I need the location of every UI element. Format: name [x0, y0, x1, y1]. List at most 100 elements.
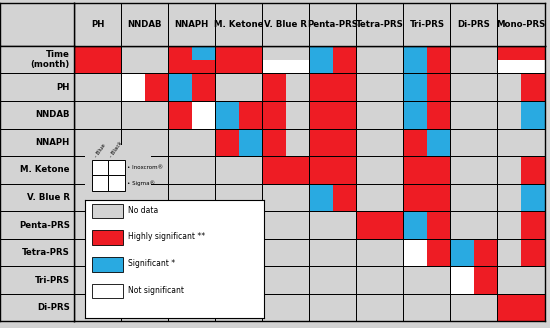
Bar	[521, 46, 544, 60]
Bar	[121, 73, 168, 101]
Bar	[404, 156, 427, 170]
Bar	[74, 239, 98, 253]
Bar	[216, 197, 239, 211]
Bar	[474, 115, 498, 129]
Bar	[380, 197, 404, 211]
Bar	[168, 211, 192, 225]
Bar	[498, 184, 521, 197]
Bar	[309, 156, 333, 170]
Bar	[216, 129, 239, 142]
Bar	[474, 308, 498, 321]
Bar	[192, 294, 215, 308]
Bar	[498, 73, 521, 87]
Bar	[498, 156, 521, 170]
Bar	[404, 115, 427, 129]
Bar	[333, 60, 356, 73]
Text: NNDAB: NNDAB	[128, 20, 162, 29]
Bar	[286, 142, 309, 156]
Bar	[262, 197, 286, 211]
Bar	[474, 239, 498, 253]
Bar	[498, 142, 521, 156]
Bar	[74, 73, 121, 101]
Bar	[474, 87, 498, 101]
Bar	[450, 253, 474, 266]
Bar	[98, 184, 121, 197]
Bar	[239, 101, 262, 115]
Bar	[192, 266, 215, 280]
Bar	[356, 156, 380, 170]
Bar	[498, 239, 521, 253]
Bar	[380, 266, 404, 280]
Bar	[192, 197, 215, 211]
Bar	[74, 294, 98, 308]
Bar	[450, 73, 474, 87]
Bar	[239, 294, 262, 308]
Bar	[121, 3, 168, 46]
Bar	[92, 160, 108, 175]
Bar	[286, 115, 309, 129]
Text: Highly significant **: Highly significant **	[128, 232, 205, 241]
Bar	[450, 156, 498, 184]
Bar	[262, 115, 286, 129]
Bar	[498, 294, 521, 308]
Bar	[427, 225, 450, 239]
Bar	[521, 280, 544, 294]
Bar	[309, 184, 356, 211]
Bar	[239, 197, 262, 211]
Bar	[108, 160, 125, 175]
Bar	[498, 211, 544, 239]
Bar	[356, 156, 404, 184]
Bar	[168, 225, 192, 239]
Bar	[309, 73, 356, 101]
Bar	[216, 101, 239, 115]
Bar	[333, 239, 356, 253]
Bar	[498, 211, 521, 225]
Bar	[216, 294, 262, 321]
Bar	[380, 225, 404, 239]
Bar	[333, 73, 356, 87]
Bar	[404, 60, 427, 73]
Bar	[216, 211, 262, 239]
Bar	[74, 308, 98, 321]
Text: Tetra-PRS: Tetra-PRS	[22, 248, 70, 257]
Bar	[380, 156, 404, 170]
Bar	[380, 115, 404, 129]
Bar	[216, 294, 239, 308]
Bar	[168, 46, 216, 73]
Bar	[262, 46, 309, 73]
Text: NNAPH: NNAPH	[175, 20, 209, 29]
Bar	[498, 156, 544, 184]
Bar	[239, 225, 262, 239]
Bar	[450, 101, 498, 129]
Bar	[262, 239, 309, 266]
Text: Tri-PRS: Tri-PRS	[35, 276, 70, 285]
Bar	[98, 225, 121, 239]
Bar	[121, 156, 168, 184]
Bar	[309, 239, 333, 253]
Bar	[521, 73, 544, 87]
Bar	[145, 239, 168, 253]
Bar	[216, 266, 239, 280]
Bar	[333, 197, 356, 211]
Bar	[498, 60, 521, 73]
Bar	[380, 253, 404, 266]
Bar	[356, 170, 380, 184]
Text: Significant *: Significant *	[128, 259, 175, 268]
Bar	[239, 156, 262, 170]
Bar	[286, 197, 309, 211]
Bar	[498, 87, 521, 101]
Text: Mono-PRS: Mono-PRS	[496, 20, 546, 29]
Bar	[427, 253, 450, 266]
Bar	[286, 46, 309, 60]
Bar	[286, 239, 309, 253]
Bar	[216, 73, 239, 87]
Bar	[192, 46, 215, 60]
Bar	[521, 239, 544, 253]
Text: PH: PH	[57, 83, 70, 92]
Bar	[262, 73, 309, 101]
Bar	[239, 280, 262, 294]
Bar	[216, 115, 239, 129]
Bar	[427, 156, 450, 170]
Bar	[356, 253, 380, 266]
Bar	[145, 73, 168, 87]
